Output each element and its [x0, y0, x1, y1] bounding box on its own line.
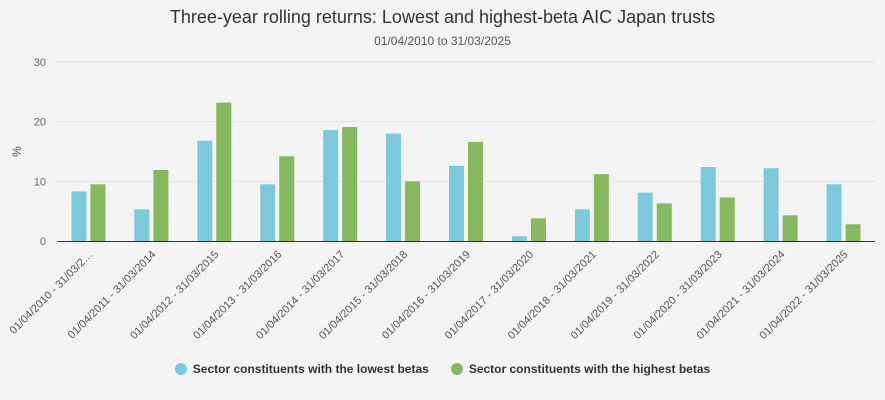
bar[interactable] [468, 141, 483, 241]
bar[interactable] [134, 209, 150, 241]
y-axis-ticks: 0 10 20 30 [34, 57, 46, 248]
chart-title: Three-year rolling returns: Lowest and h… [169, 7, 716, 27]
bar[interactable] [656, 203, 672, 241]
bar[interactable] [763, 168, 779, 241]
bar[interactable] [342, 127, 358, 241]
legend-label: Sector constituents with the lowest beta… [192, 362, 429, 376]
bar[interactable] [449, 165, 464, 241]
legend-label: Sector constituents with the highest bet… [468, 362, 711, 376]
bar[interactable] [574, 209, 590, 241]
y-tick-label: 10 [34, 176, 46, 188]
y-tick-label: 30 [34, 57, 46, 69]
legend: Sector constituents with the lowest beta… [0, 362, 885, 376]
legend-dot-icon [450, 363, 463, 375]
bar[interactable] [511, 236, 527, 241]
y-tick-label: 20 [34, 117, 46, 129]
bar[interactable] [153, 169, 169, 241]
bar[interactable] [826, 184, 842, 241]
gridlines [57, 61, 875, 182]
bar[interactable] [700, 167, 716, 241]
bar[interactable] [719, 197, 735, 241]
y-tick-label: 0 [40, 236, 46, 248]
bar[interactable] [260, 184, 276, 241]
bar[interactable] [593, 174, 609, 241]
chart-subtitle: 01/04/2010 to 31/03/2025 [374, 34, 511, 48]
bar[interactable] [530, 218, 546, 241]
y-axis-label: % [10, 146, 24, 157]
bar[interactable] [845, 224, 861, 241]
bars [71, 102, 861, 241]
legend-dot-icon [174, 363, 187, 375]
bar[interactable] [405, 181, 421, 241]
x-axis-ticks: 01/04/2010 - 31/03/2…01/04/2011 - 31/03/… [8, 249, 851, 342]
legend-item-highest-betas[interactable]: Sector constituents with the highest bet… [450, 362, 711, 376]
bar[interactable] [216, 102, 232, 241]
bar[interactable] [386, 133, 402, 241]
legend-item-lowest-betas[interactable]: Sector constituents with the lowest beta… [174, 362, 429, 376]
bar[interactable] [637, 192, 653, 241]
bar[interactable] [279, 156, 295, 241]
bar[interactable] [323, 130, 339, 241]
bar[interactable] [782, 215, 798, 241]
bar[interactable] [90, 184, 106, 241]
bar[interactable] [197, 140, 213, 241]
bar[interactable] [71, 191, 87, 241]
